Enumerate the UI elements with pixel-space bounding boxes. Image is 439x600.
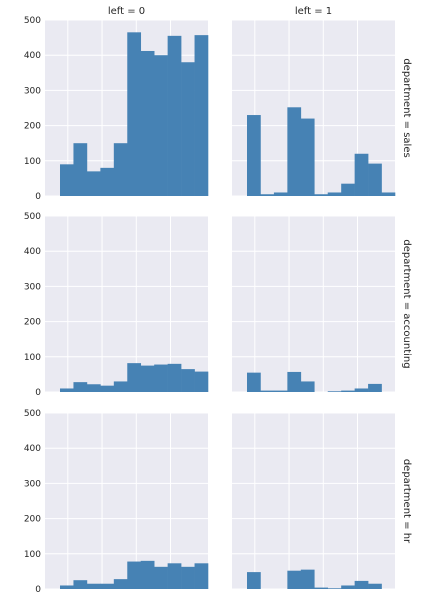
y-tick-label: 100 xyxy=(24,157,41,167)
histogram-bar xyxy=(260,194,275,196)
histogram-bar xyxy=(194,371,209,392)
histogram-bar xyxy=(154,566,168,589)
histogram-bar xyxy=(73,382,88,392)
y-tick-label: 100 xyxy=(24,353,41,363)
histogram-bar xyxy=(86,384,101,392)
y-tick-label: 500 xyxy=(24,16,41,26)
histogram-bar xyxy=(100,583,115,589)
histogram-bar xyxy=(181,62,195,196)
histogram-bar xyxy=(194,35,209,196)
y-tick-label: 200 xyxy=(24,122,41,132)
histogram-bar xyxy=(287,107,302,196)
histogram-bar xyxy=(341,390,355,392)
y-tick-label: 0 xyxy=(35,192,41,202)
y-tick-label: 200 xyxy=(24,318,41,328)
panel-background-r2c0 xyxy=(45,413,208,589)
histogram-bar xyxy=(127,561,142,589)
histogram-bar xyxy=(273,390,288,392)
histogram-bar xyxy=(300,118,315,196)
histogram-bar xyxy=(140,365,155,392)
histogram-bar xyxy=(341,585,355,589)
histogram-bar xyxy=(86,171,101,196)
histogram-bar xyxy=(368,383,382,392)
column-title: left = 0 xyxy=(108,6,145,17)
histogram-bar xyxy=(100,385,115,392)
histogram-bar xyxy=(60,585,74,589)
histogram-bar xyxy=(127,363,142,392)
histogram-bar xyxy=(273,192,288,196)
histogram-bar xyxy=(327,192,342,196)
histogram-bar xyxy=(113,579,128,589)
histogram-bar xyxy=(154,55,168,197)
histogram-bar xyxy=(154,364,168,392)
histogram-bar xyxy=(247,115,261,196)
row-title: department = sales xyxy=(401,58,412,157)
histogram-bar xyxy=(354,153,369,196)
histogram-bar xyxy=(368,583,382,589)
histogram-bar xyxy=(247,572,261,589)
histogram-bar xyxy=(314,587,329,589)
histogram-bar xyxy=(100,167,115,196)
y-tick-label: 0 xyxy=(35,388,41,398)
histogram-bar xyxy=(60,388,74,392)
histogram-bar xyxy=(327,588,342,589)
panel-background-r2c1 xyxy=(232,413,395,589)
y-tick-label: 300 xyxy=(24,282,41,292)
histogram-bar xyxy=(73,580,88,589)
histogram-bar xyxy=(181,369,195,392)
histogram-bar xyxy=(167,563,182,589)
histogram-bar xyxy=(167,363,182,392)
histogram-bar xyxy=(354,580,369,589)
y-tick-label: 100 xyxy=(24,550,41,560)
histogram-bar xyxy=(73,143,88,196)
row-title: department = hr xyxy=(401,459,412,544)
histogram-bar xyxy=(140,50,155,197)
y-tick-label: 0 xyxy=(35,585,41,595)
panel-background-r1c1 xyxy=(232,216,395,392)
histogram-bar xyxy=(300,569,315,589)
histogram-bar xyxy=(287,371,302,392)
column-title: left = 1 xyxy=(295,6,332,17)
histogram-bar xyxy=(354,388,369,392)
histogram-bar xyxy=(327,391,342,392)
histogram-bar xyxy=(287,570,302,589)
histogram-bar xyxy=(167,35,182,197)
histogram-bar xyxy=(113,381,128,392)
y-tick-label: 400 xyxy=(24,444,41,454)
y-tick-label: 400 xyxy=(24,247,41,257)
y-tick-label: 300 xyxy=(24,86,41,96)
histogram-bar xyxy=(381,192,396,196)
row-title: department = accounting xyxy=(401,239,412,368)
histogram-bar xyxy=(368,163,382,196)
histogram-bar xyxy=(127,32,142,196)
histogram-bar xyxy=(300,381,315,392)
y-tick-label: 300 xyxy=(24,479,41,489)
y-tick-label: 400 xyxy=(24,51,41,61)
histogram-bar xyxy=(260,390,275,392)
histogram-bar xyxy=(181,566,195,589)
histogram-bar xyxy=(247,372,261,392)
panel-background-r1c0 xyxy=(45,216,208,392)
histogram-bar xyxy=(60,164,74,196)
y-tick-label: 200 xyxy=(24,515,41,525)
histogram-bar xyxy=(113,143,128,196)
histogram-bar xyxy=(314,194,329,196)
histogram-bar xyxy=(86,583,101,589)
histogram-bar xyxy=(140,560,155,589)
y-tick-label: 500 xyxy=(24,212,41,222)
y-tick-label: 500 xyxy=(24,409,41,419)
histogram-bar xyxy=(341,183,355,196)
histogram-bar xyxy=(194,563,209,589)
